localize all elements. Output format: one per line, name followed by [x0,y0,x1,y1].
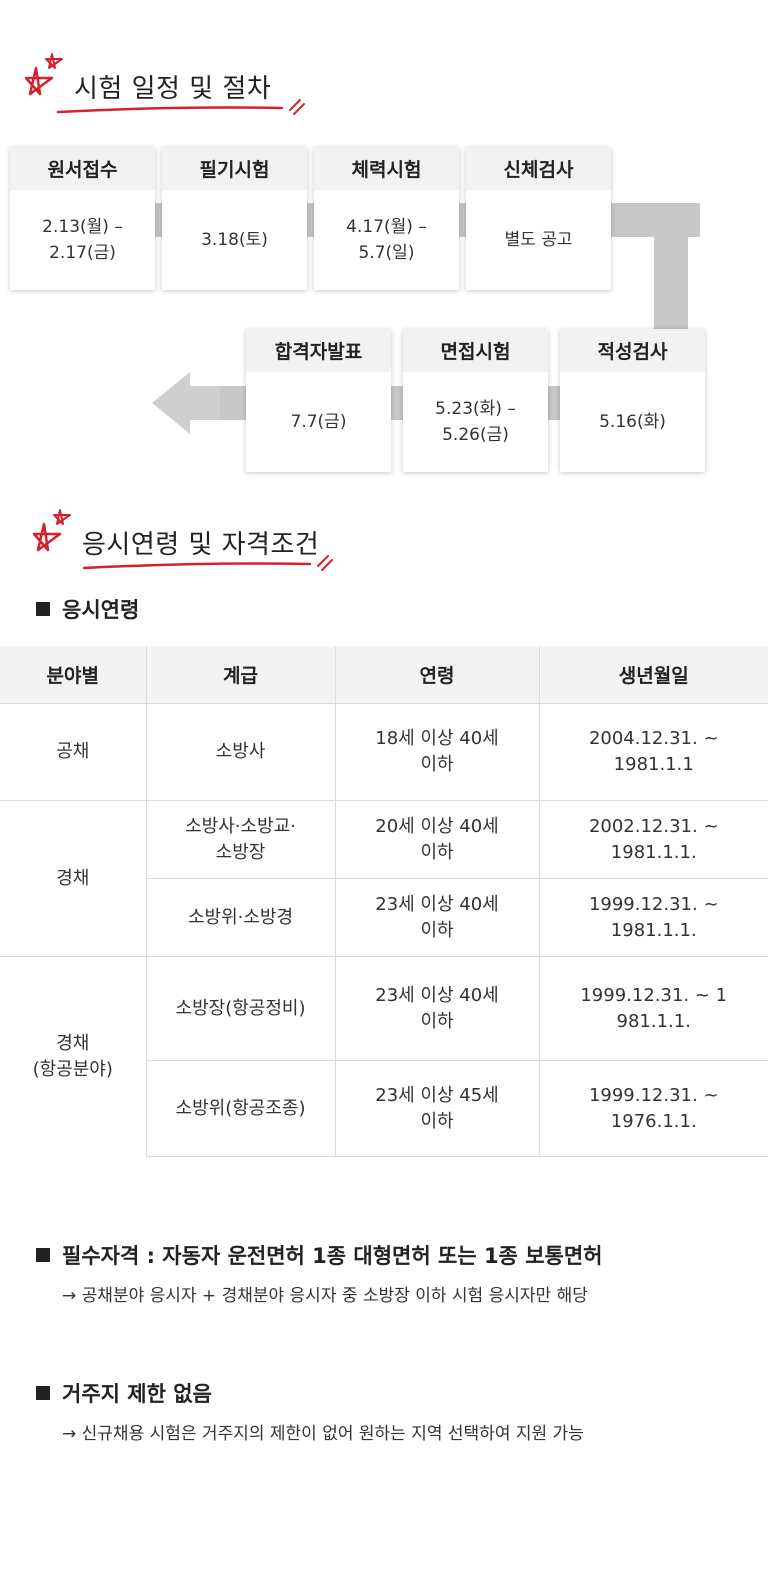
qualification-heading: 응시연령 및 자격조건 [30,506,350,571]
rank-cell: 소방위·소방경 [145,878,335,957]
schedule-heading: 시험 일정 및 절차 [22,50,322,115]
step-date: 별도 공고 [504,230,573,250]
schedule-title: 시험 일정 및 절차 [74,74,272,104]
license-note: → 공채분야 응시자 + 경채분야 응시자 중 소방장 이하 시험 응시자만 해… [62,1286,588,1306]
step-label: 합격자발표 [246,329,391,372]
step-date: 2.13(월) – 2.17(금) [42,217,123,263]
square-bullet-icon [36,602,50,616]
table-row: 경채 (항공분야) 소방장(항공정비) 23세 이상 40세 이하 1999.1… [0,956,768,1157]
step-date: 4.17(월) – 5.7(일) [346,217,427,263]
step-label: 체력시험 [314,147,459,190]
step-label: 적성검사 [560,329,705,372]
rank-cell: 소방위(항공조종) [145,1060,335,1157]
birth-cell: 1999.12.31. ~ 1981.1.1. [538,878,768,957]
table-row: 경채 소방사·소방교· 소방장 20세 이상 40세 이하 2002.12.31… [0,800,768,957]
arrow-left-icon [152,372,220,434]
field-cell: 공채 [0,703,146,801]
rank-cell: 소방사 [145,703,335,801]
birth-cell: 1999.12.31. ~ 1 981.1.1. [538,956,768,1061]
rank-cell: 소방장(항공정비) [145,956,335,1061]
header-rank: 계급 [145,646,335,704]
table-header-row: 분야별 계급 연령 생년월일 [0,646,768,704]
step-date: 3.18(토) [201,230,268,250]
birth-cell: 2004.12.31. ~ 1981.1.1 [538,703,768,801]
step-card-written-exam: 필기시험 3.18(토) [162,147,307,290]
birth-cell: 2002.12.31. ~ 1981.1.1. [538,800,768,879]
age-table: 분야별 계급 연령 생년월일 공채 소방사 18세 이상 40세 이하 2004… [0,646,768,1157]
step-date: 7.7(금) [290,412,347,432]
age-subheading: 응시연령 [36,594,139,624]
step-label: 신체검사 [466,147,611,190]
residence-note: → 신규채용 시험은 거주지의 제한이 없어 원하는 지역 선택하여 지원 가능 [62,1424,584,1444]
age-cell: 23세 이상 40세 이하 [334,956,539,1061]
step-card-announcement: 합격자발표 7.7(금) [246,329,391,472]
header-birth: 생년월일 [538,646,768,704]
step-label: 면접시험 [403,329,548,372]
step-card-application: 원서접수 2.13(월) – 2.17(금) [10,147,155,290]
step-label: 원서접수 [10,147,155,190]
header-field: 분야별 [0,646,146,704]
star-doodle-icon [32,509,71,552]
table-row: 공채 소방사 18세 이상 40세 이하 2004.12.31. ~ 1981.… [0,703,768,801]
field-cell: 경채 [0,800,146,957]
step-label: 필기시험 [162,147,307,190]
step-card-interview: 면접시험 5.23(화) – 5.26(금) [403,329,548,472]
step-card-aptitude-test: 적성검사 5.16(화) [560,329,705,472]
age-cell: 23세 이상 40세 이하 [334,878,539,957]
rank-cell: 소방사·소방교· 소방장 [145,800,335,879]
flow-connector [654,203,688,333]
step-card-medical-exam: 신체검사 별도 공고 [466,147,611,290]
license-heading: 필수자격 : 자동자 운전면허 1종 대형면허 또는 1종 보통면허 [36,1240,602,1270]
title-underline [82,555,333,571]
age-cell: 23세 이상 45세 이하 [334,1060,539,1157]
field-cell: 경채 (항공분야) [0,956,146,1157]
age-cell: 18세 이상 40세 이하 [334,703,539,801]
square-bullet-icon [36,1248,50,1262]
step-date: 5.16(화) [599,412,666,432]
birth-cell: 1999.12.31. ~ 1976.1.1. [538,1060,768,1157]
table-row: 소방위·소방경 23세 이상 40세 이하 1999.12.31. ~ 1981… [0,878,768,957]
table-row: 소방위(항공조종) 23세 이상 45세 이하 1999.12.31. ~ 19… [0,1060,768,1157]
age-cell: 20세 이상 40세 이하 [334,800,539,879]
title-underline [56,99,305,115]
star-doodle-icon [24,53,63,96]
step-card-physical-test: 체력시험 4.17(월) – 5.7(일) [314,147,459,290]
header-age: 연령 [334,646,539,704]
residence-heading: 거주지 제한 없음 [36,1378,212,1408]
qualification-title: 응시연령 및 자격조건 [82,530,320,560]
step-date: 5.23(화) – 5.26(금) [435,399,516,445]
square-bullet-icon [36,1386,50,1400]
